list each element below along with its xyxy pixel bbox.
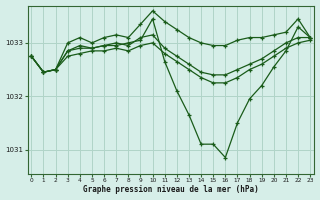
X-axis label: Graphe pression niveau de la mer (hPa): Graphe pression niveau de la mer (hPa) [83, 185, 259, 194]
